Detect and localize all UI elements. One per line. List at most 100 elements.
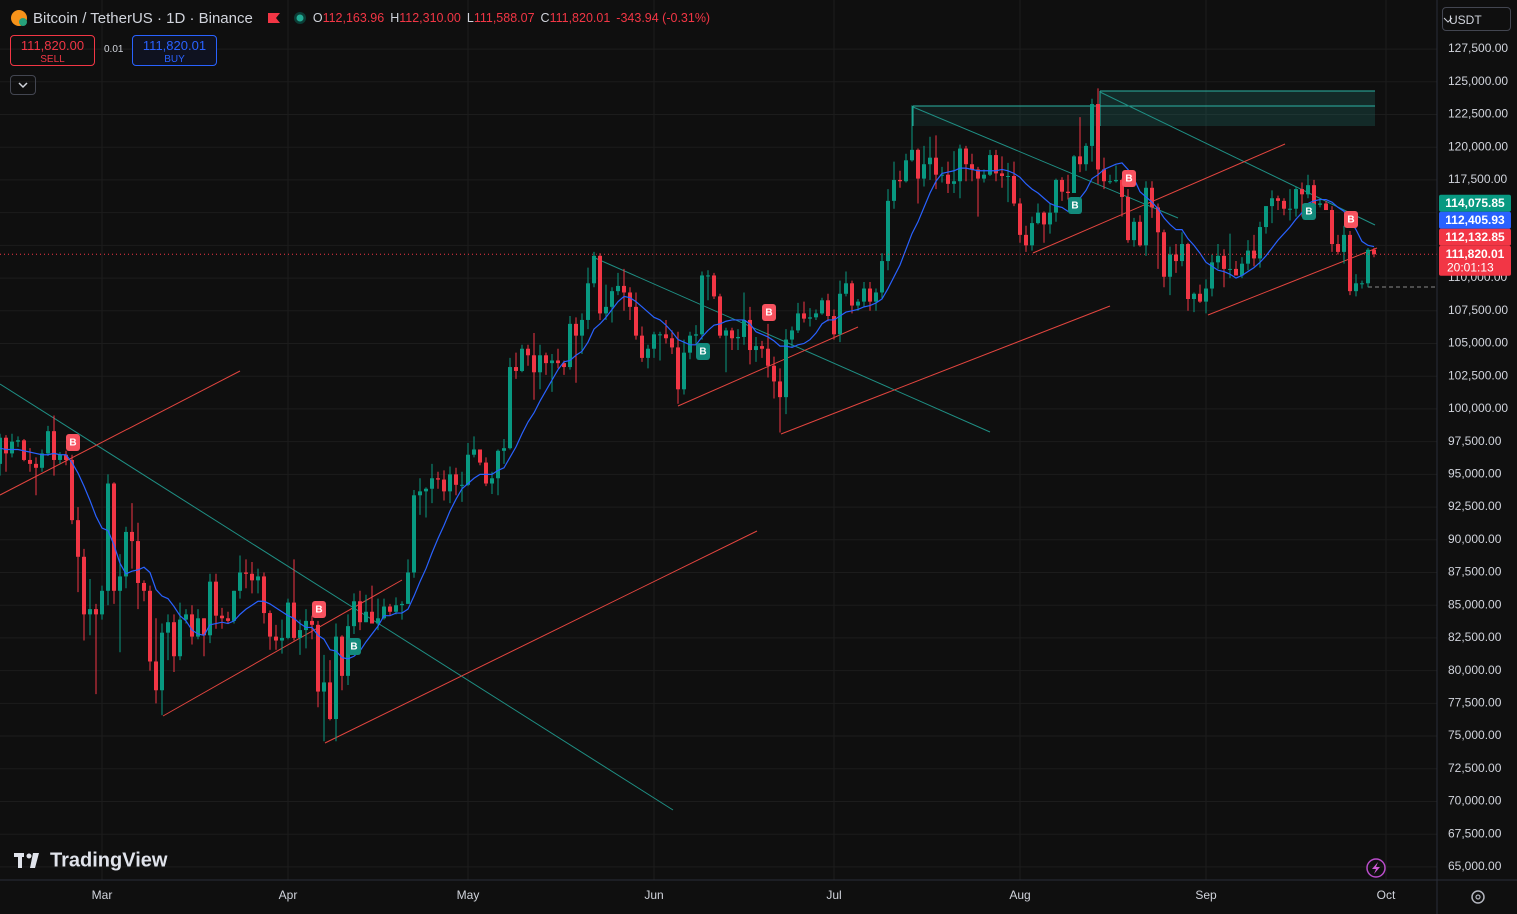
countdown: 20:01:13 [1447,260,1494,274]
signals: B B B B B B B B B [66,170,1358,655]
sell-price[interactable]: 111,820.00 [20,38,85,53]
y-tick-label: 70,000.00 [1448,794,1502,808]
candle-body [1144,187,1148,246]
candle-body [484,462,488,484]
signal-badge [347,638,361,655]
candle-body [1018,203,1022,235]
candle-body [568,323,572,368]
candle-body [40,453,44,468]
trend-line [1099,91,1376,226]
candle-body [28,459,32,464]
y-tick-label: 100,000.00 [1448,401,1508,415]
signal-label: B [1347,215,1354,226]
candle-body [1252,250,1256,259]
lightning-ring[interactable] [1366,858,1386,878]
candle-body [826,300,830,317]
currency[interactable]: USDT [1449,13,1482,27]
candle-body [100,590,104,615]
candle-body [310,620,314,625]
candle-body [946,174,950,184]
candle-body [70,459,74,521]
collapse-button[interactable] [10,75,36,95]
signal-label: B [350,642,357,653]
sell-label[interactable]: SELL [40,54,65,65]
candle-body [1060,179,1064,192]
candle-body [1300,189,1304,195]
arrow[interactable] [1443,17,1453,23]
signal-label: B [765,308,772,319]
candle-body [532,355,536,373]
candle-body [328,682,332,720]
lightning-button[interactable] [1366,858,1386,878]
candle-body [454,474,458,485]
candle-body [598,255,602,314]
candle-body [754,346,758,351]
candle-body [964,148,968,165]
settings-button[interactable] [1471,890,1485,904]
candle-body [340,636,344,676]
candle-body [790,330,794,340]
y-tick-label: 120,000.00 [1448,139,1508,153]
candle-body [910,149,914,161]
candle-body [388,606,392,612]
buy-button[interactable]: 111,820.01 BUY [132,35,217,66]
drawings [0,90,1437,811]
candle-body [928,157,932,165]
candle-body [886,200,890,262]
candle-body [226,618,230,621]
high-key: H [390,11,400,25]
candle-body [1042,212,1046,225]
candle-body [1258,227,1262,259]
candle-body [130,531,134,542]
candle-body [796,313,800,331]
buy-price[interactable]: 111,820.01 [142,38,207,53]
sell-button[interactable]: 111,820.00 SELL [10,35,95,66]
signal-label: B [69,438,76,449]
y-tick-label: 107,500.00 [1448,303,1508,317]
candle-body [922,164,926,179]
candle-body [1264,206,1268,228]
candle-body [916,149,920,179]
currency-select[interactable]: USDT [1442,7,1511,31]
close-key: C [540,11,550,25]
candle-body [700,275,704,335]
flag[interactable] [267,13,280,23]
candle-body [184,614,188,620]
candle-body [16,440,20,442]
open-value: 112,163.96 [322,11,385,25]
candle-body [562,363,566,368]
chevron[interactable] [11,76,35,94]
candle-body [1276,198,1280,201]
gear[interactable] [1471,890,1485,904]
buy-label[interactable]: BUY [164,54,185,65]
candle-body [772,365,776,382]
zone [913,106,1100,126]
candle-body [1132,221,1136,241]
candle-body [934,157,938,175]
chevron-line[interactable] [18,82,28,89]
candle-body [52,431,56,460]
y-tick-label: 95,000.00 [1448,467,1502,481]
candle-body [610,291,614,307]
candle-body [412,495,416,573]
select-arrow[interactable] [1443,16,1453,24]
candle-body [1360,283,1364,285]
status-dot [293,12,306,24]
y-tick-label: 125,000.00 [1448,74,1508,88]
lightning-icon[interactable] [1372,862,1380,874]
candle-body [586,283,590,320]
gear-hub[interactable] [1475,894,1481,900]
trend-line [0,383,674,811]
candle-body [1036,212,1040,224]
flag-icon[interactable] [267,11,281,25]
y-tick-label: 85,000.00 [1448,597,1502,611]
candle-body [382,606,386,619]
candle-body [88,609,92,615]
candle-body [1174,254,1178,262]
price-tag-label: 114,075.85 [1445,196,1505,210]
candle-body [460,484,464,486]
candle-body [1150,187,1154,208]
candle-body [358,601,362,623]
candle-body [766,348,770,366]
candle-body [1030,223,1034,246]
